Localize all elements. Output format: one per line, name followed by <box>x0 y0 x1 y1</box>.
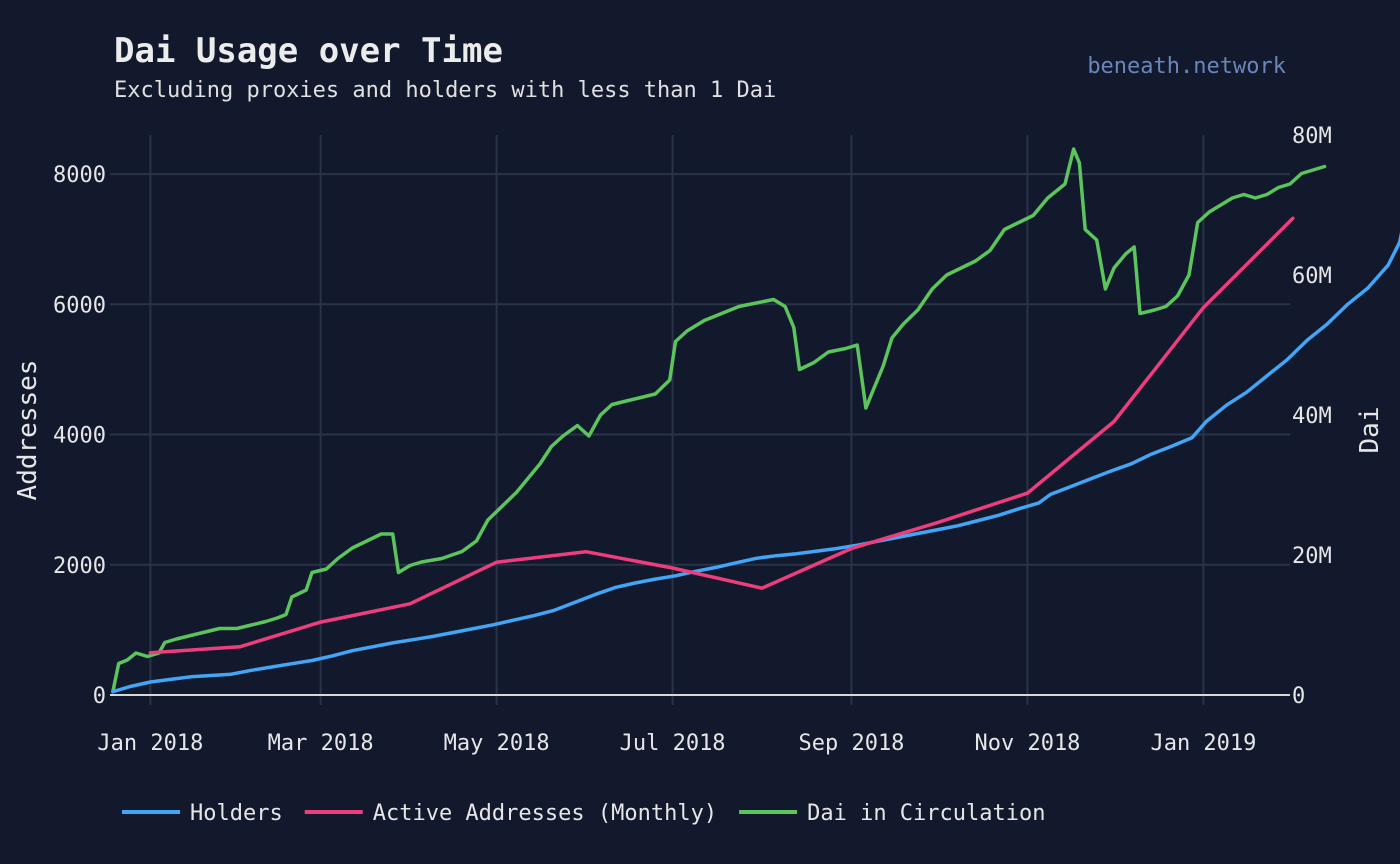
chart-subtitle: Excluding proxies and holders with less … <box>114 78 776 103</box>
y-tick-label: 2000 <box>53 554 106 579</box>
x-tick-label: May 2018 <box>444 731 550 756</box>
legend-label: Active Addresses (Monthly) <box>373 801 717 826</box>
legend: Holders Active Addresses (Monthly) Dai in … <box>122 801 1046 826</box>
legend-item-dai-in-circulation[interactable]: Dai in Circulation <box>739 801 1046 826</box>
chart-title: Dai Usage over Time <box>114 31 503 71</box>
y2-axis-ticks: 0 20M 40M 60M 80M <box>1292 124 1332 709</box>
y2-tick-label: 60M <box>1292 264 1332 289</box>
y-axis-title: Addresses <box>13 360 43 501</box>
x-tick-label: Jul 2018 <box>620 731 726 756</box>
y-tick-label: 6000 <box>53 293 106 318</box>
brand-link[interactable]: beneath.network <box>1087 54 1286 79</box>
series-lines <box>111 147 1400 694</box>
x-tick-label: Mar 2018 <box>268 731 374 756</box>
grid-lines <box>110 135 1290 705</box>
y2-tick-label: 80M <box>1292 124 1332 149</box>
y2-tick-label: 40M <box>1292 404 1332 429</box>
x-axis-ticks: Jan 2018 Mar 2018 May 2018 Jul 2018 Sep 2018… <box>97 731 1256 756</box>
legend-label: Holders <box>190 801 283 826</box>
x-tick-label: Jan 2018 <box>97 731 203 756</box>
y-tick-label: 0 <box>93 684 106 709</box>
y2-tick-label: 20M <box>1292 544 1332 569</box>
legend-item-holders[interactable]: Holders <box>122 801 283 826</box>
legend-label: Dai in Circulation <box>807 801 1045 826</box>
series-line-dai-in-circulation <box>111 147 1327 694</box>
y2-axis-title: Dai <box>1355 407 1385 454</box>
y-tick-label: 4000 <box>53 424 106 449</box>
x-tick-label: Sep 2018 <box>798 731 904 756</box>
series-line-holders <box>111 231 1400 694</box>
y2-tick-label: 0 <box>1292 684 1305 709</box>
x-tick-label: Nov 2018 <box>974 731 1080 756</box>
legend-item-active-addresses-monthly[interactable]: Active Addresses (Monthly) <box>304 801 717 826</box>
series-line-active-addresses-monthly <box>148 216 1295 655</box>
y-tick-label: 8000 <box>53 163 106 188</box>
x-tick-label: Jan 2019 <box>1150 731 1256 756</box>
y-axis-ticks: 0 2000 4000 6000 8000 <box>53 163 106 709</box>
